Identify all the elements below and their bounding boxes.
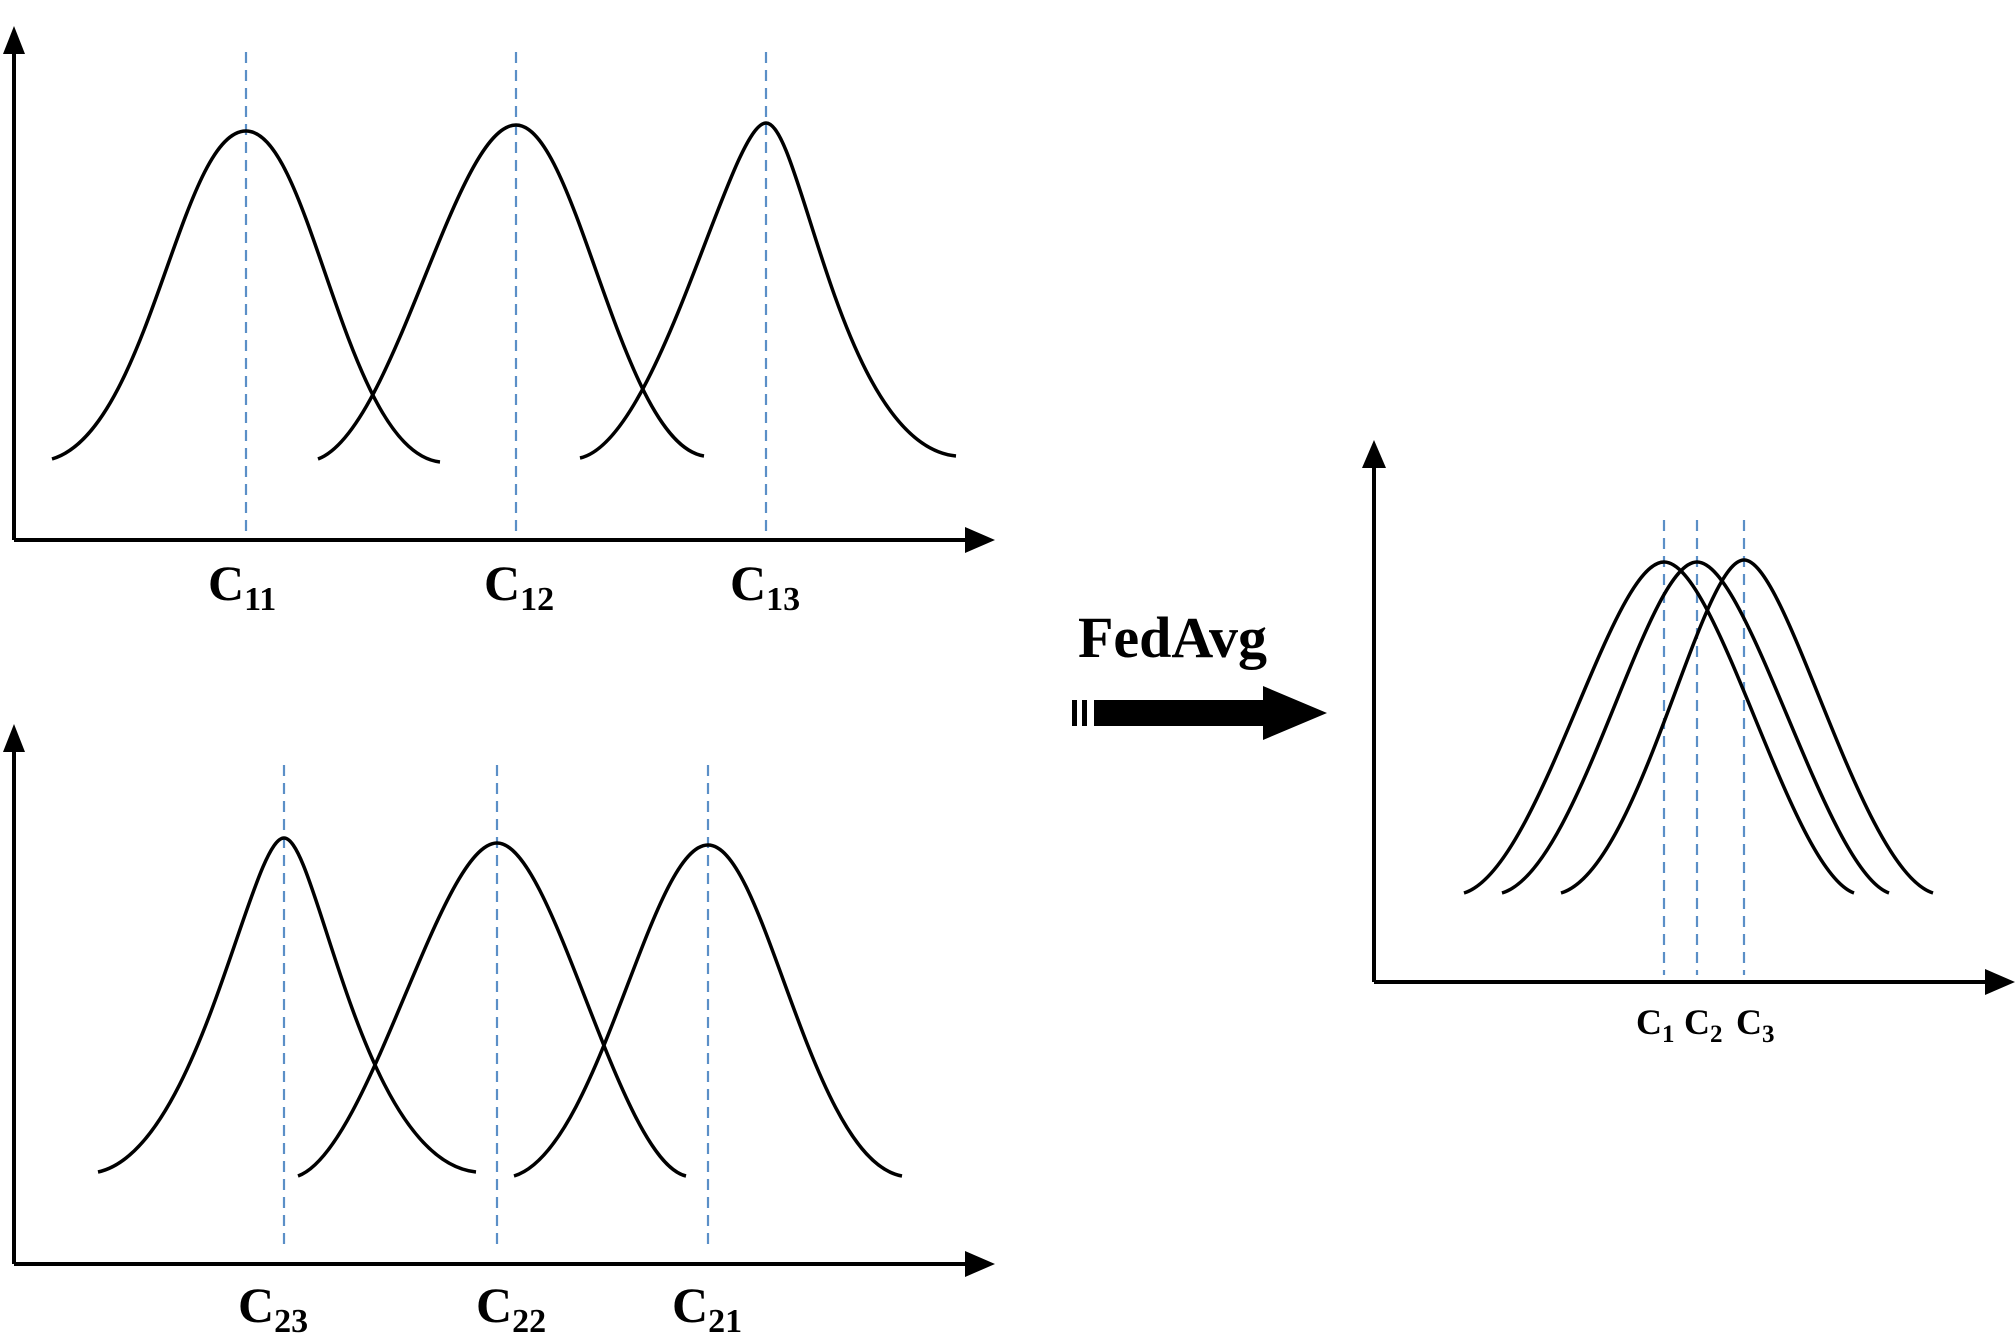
panel-global: C1 C2 C3: [1362, 440, 2015, 1048]
curve-c1: [1464, 562, 1854, 893]
curve-c3: [1561, 560, 1933, 893]
y-axis-arrowhead: [3, 724, 25, 752]
arrow-head: [1263, 686, 1327, 740]
label-c13: C13: [730, 555, 800, 618]
curve-c13: [580, 123, 956, 458]
label-c2: C2: [1684, 1002, 1723, 1048]
y-axis-arrowhead: [1362, 440, 1386, 468]
label-c23: C23: [238, 1277, 308, 1334]
fedavg-arrow: FedAvg: [1072, 605, 1327, 740]
label-c12: C12: [484, 555, 554, 618]
arrow-tick-1: [1072, 700, 1077, 726]
panel-client-1: C11 C12 C13: [3, 26, 995, 618]
x-axis-arrowhead: [1985, 969, 2015, 995]
arrow-tick-2: [1082, 700, 1087, 726]
curve-c23: [98, 838, 476, 1172]
x-axis-arrowhead: [965, 527, 995, 553]
arrow-shaft: [1094, 700, 1266, 726]
x-axis-arrowhead: [965, 1251, 995, 1277]
fedavg-label: FedAvg: [1078, 605, 1267, 670]
panel-client-2: C23 C22 C21: [3, 724, 995, 1334]
label-c21: C21: [672, 1277, 742, 1334]
label-c11: C11: [208, 555, 276, 618]
y-axis-arrowhead: [3, 26, 25, 54]
label-c3: C3: [1736, 1002, 1775, 1048]
curve-c22: [298, 843, 686, 1176]
label-c22: C22: [476, 1277, 546, 1334]
label-c1: C1: [1636, 1002, 1675, 1048]
curve-c12: [318, 125, 704, 459]
